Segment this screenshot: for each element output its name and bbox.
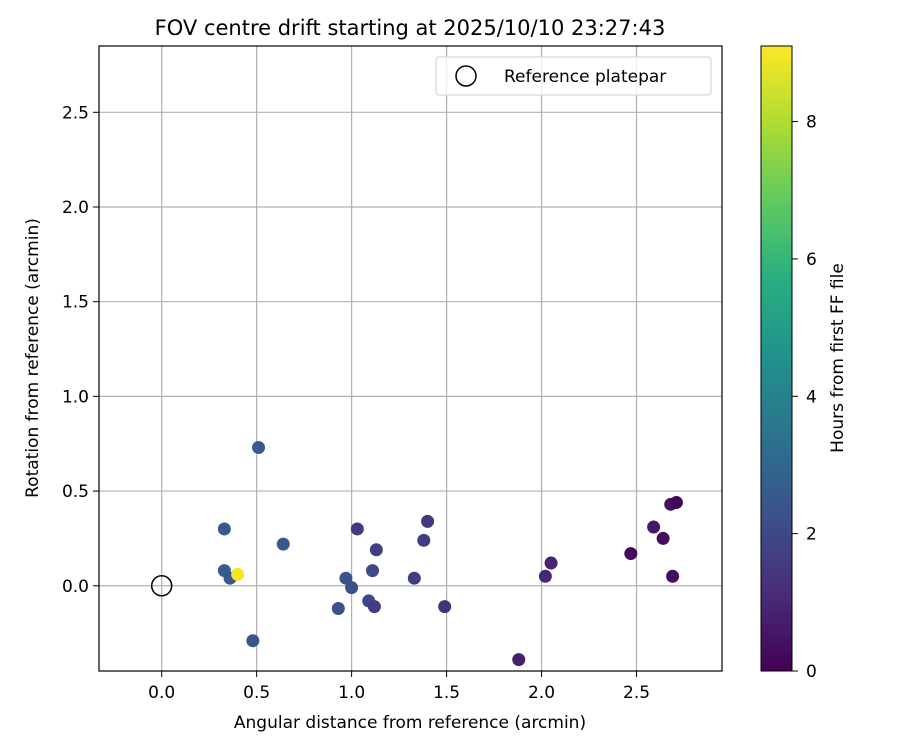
- legend-label-reference: Reference platepar: [504, 67, 666, 87]
- scatter-point: [350, 522, 364, 536]
- colorbar-tick-label: 2: [806, 525, 817, 545]
- scatter-point: [231, 567, 245, 581]
- scatter-point: [624, 547, 638, 561]
- reference-platepar-marker: [150, 575, 173, 597]
- colorbar-tick-label: 6: [806, 250, 817, 270]
- scatter-point: [217, 522, 231, 536]
- scatter-point: [669, 495, 683, 509]
- scatter-point: [666, 569, 680, 583]
- x-axis-label: Angular distance from reference (arcmin): [234, 713, 586, 733]
- y-tick-label: 2.5: [62, 103, 89, 123]
- plot-frame: [98, 45, 723, 672]
- x-tick-label: 0.0: [148, 683, 175, 703]
- scatter-point: [656, 531, 670, 545]
- scatter-point: [407, 571, 421, 585]
- legend: Reference platepar: [435, 56, 712, 96]
- y-tick-label: 1.0: [62, 387, 89, 407]
- legend-marker-reference: [455, 65, 477, 87]
- x-tick-label: 1.5: [433, 683, 460, 703]
- colorbar-gradient: [760, 45, 793, 672]
- chart-title: FOV centre drift starting at 2025/10/10 …: [155, 16, 666, 40]
- data-points: [150, 441, 683, 667]
- legend-box: [435, 56, 712, 96]
- colorbar: 0 2 4 6 8 Hours from first FF file: [760, 45, 848, 682]
- scatter-point: [417, 533, 431, 547]
- scatter-point: [339, 571, 353, 585]
- scatter-point: [367, 600, 381, 614]
- colorbar-tick-label: 0: [806, 662, 817, 682]
- grid: [99, 46, 722, 671]
- scatter-point: [438, 600, 452, 614]
- x-tick-label: 0.5: [243, 683, 270, 703]
- x-tick-label: 2.5: [623, 683, 650, 703]
- scatter-point: [252, 441, 266, 455]
- scatter-point: [538, 569, 552, 583]
- y-tick-label: 1.5: [62, 293, 89, 313]
- scatter-point: [276, 537, 290, 551]
- y-tick-label: 0.5: [62, 482, 89, 502]
- scatter-point: [366, 564, 380, 578]
- y-axis-ticks: 0.0 0.5 1.0 1.5 2.0 2.5: [62, 103, 99, 597]
- y-axis-label: Rotation from reference (arcmin): [23, 218, 43, 498]
- scatter-point: [246, 634, 260, 648]
- y-tick-label: 2.0: [62, 198, 89, 218]
- x-tick-label: 2.0: [528, 683, 555, 703]
- y-tick-label: 0.0: [62, 577, 89, 597]
- scatter-point: [421, 514, 435, 528]
- scatter-point: [369, 543, 383, 557]
- colorbar-tick-label: 8: [806, 113, 817, 133]
- colorbar-label: Hours from first FF file: [828, 263, 848, 453]
- scatter-point: [544, 556, 558, 570]
- scatter-point: [331, 602, 345, 615]
- colorbar-tick-label: 4: [806, 387, 817, 407]
- scatter-point: [647, 520, 661, 534]
- x-tick-label: 1.0: [338, 683, 365, 703]
- x-axis-ticks: 0.0 0.5 1.0 1.5 2.0 2.5: [148, 671, 650, 703]
- colorbar-ticks: 0 2 4 6 8: [792, 113, 817, 682]
- scatter-point: [512, 653, 526, 667]
- scatter-point: [345, 581, 359, 595]
